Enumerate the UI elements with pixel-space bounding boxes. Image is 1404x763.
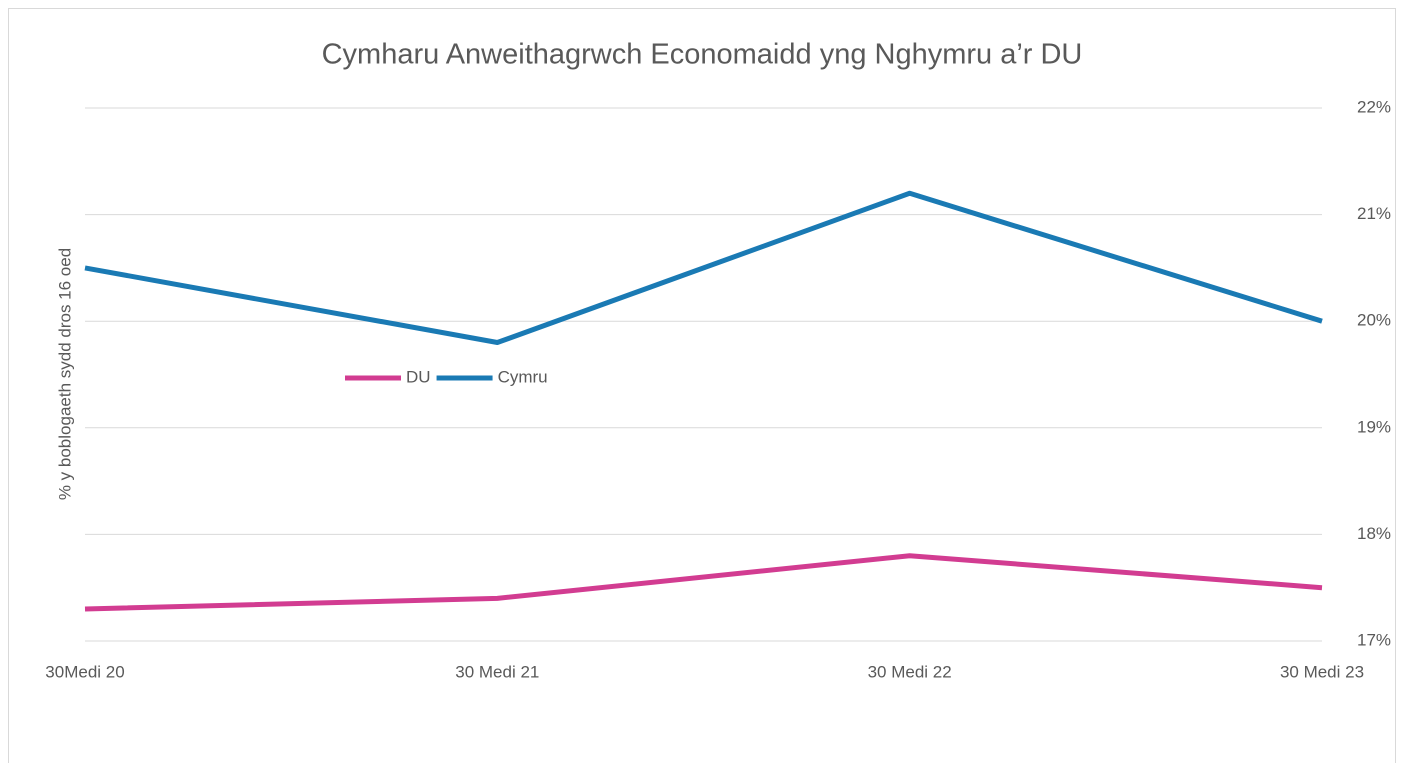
y-tick-label: 17% — [1357, 630, 1391, 649]
x-tick-label: 30 Medi 21 — [455, 662, 539, 681]
y-tick-label: 20% — [1357, 311, 1391, 330]
y-axis-label: % y boblogaeth sydd dros 16 oed — [55, 248, 74, 500]
x-tick-label: 30 Medi 22 — [868, 662, 952, 681]
chart-frame — [8, 8, 1396, 763]
legend-label: DU — [406, 367, 431, 386]
y-tick-label: 21% — [1357, 204, 1391, 223]
line-series — [84, 190, 1323, 346]
legend-label: Cymru — [498, 367, 548, 386]
line-series — [84, 553, 1323, 612]
y-tick-label: 18% — [1357, 524, 1391, 543]
x-tick-label: 30Medi 20 — [45, 662, 124, 681]
y-tick-label: 19% — [1357, 417, 1391, 436]
x-tick-label: 30 Medi 23 — [1280, 662, 1364, 681]
chart-title: Cymharu Anweithagrwch Economaidd yng Ngh… — [322, 39, 1083, 71]
y-tick-label: 22% — [1357, 97, 1391, 116]
